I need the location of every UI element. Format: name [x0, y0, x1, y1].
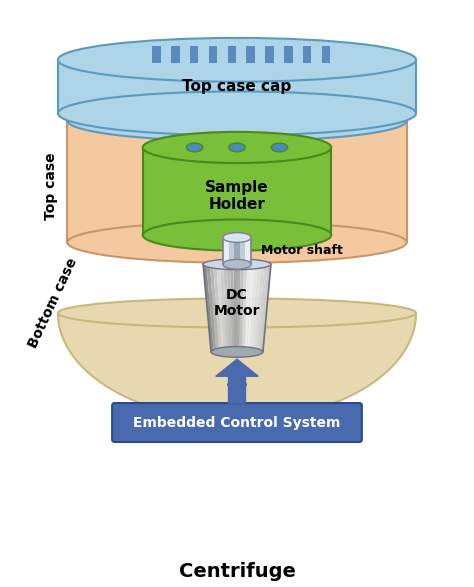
FancyBboxPatch shape	[265, 46, 274, 63]
FancyBboxPatch shape	[228, 238, 234, 264]
Text: Embedded Control System: Embedded Control System	[133, 416, 341, 430]
FancyBboxPatch shape	[143, 147, 331, 235]
FancyBboxPatch shape	[152, 46, 161, 63]
Polygon shape	[234, 264, 237, 352]
Polygon shape	[220, 264, 227, 352]
FancyBboxPatch shape	[284, 46, 292, 63]
Polygon shape	[230, 264, 235, 352]
Polygon shape	[203, 264, 214, 352]
Ellipse shape	[229, 143, 245, 152]
FancyBboxPatch shape	[58, 60, 416, 113]
Ellipse shape	[271, 143, 288, 152]
Text: Sample
Holder: Sample Holder	[205, 180, 269, 212]
Text: Top case: Top case	[44, 153, 58, 220]
FancyBboxPatch shape	[240, 238, 246, 264]
FancyBboxPatch shape	[234, 238, 240, 264]
Polygon shape	[247, 264, 254, 352]
Polygon shape	[207, 264, 216, 352]
Polygon shape	[239, 264, 244, 352]
Polygon shape	[245, 264, 251, 352]
Ellipse shape	[211, 346, 263, 357]
Polygon shape	[217, 264, 224, 352]
Ellipse shape	[143, 220, 331, 251]
Ellipse shape	[58, 298, 416, 328]
Polygon shape	[237, 264, 240, 352]
FancyBboxPatch shape	[246, 46, 255, 63]
Polygon shape	[242, 264, 247, 352]
Ellipse shape	[67, 222, 407, 263]
FancyBboxPatch shape	[246, 238, 251, 264]
Text: Centrifuge: Centrifuge	[179, 562, 295, 581]
FancyBboxPatch shape	[171, 46, 180, 63]
Polygon shape	[58, 313, 416, 420]
Ellipse shape	[67, 100, 407, 141]
Polygon shape	[210, 264, 219, 352]
Polygon shape	[227, 264, 232, 352]
Text: Bottom case: Bottom case	[26, 256, 80, 350]
FancyBboxPatch shape	[322, 46, 330, 63]
Polygon shape	[216, 359, 258, 403]
Polygon shape	[253, 264, 261, 352]
Text: DC
Motor: DC Motor	[214, 288, 260, 318]
Polygon shape	[213, 264, 221, 352]
Ellipse shape	[223, 232, 251, 242]
Ellipse shape	[143, 132, 331, 163]
FancyBboxPatch shape	[303, 46, 311, 63]
Ellipse shape	[58, 38, 416, 82]
Polygon shape	[258, 264, 267, 352]
Text: Top case cap: Top case cap	[182, 79, 292, 94]
Polygon shape	[223, 264, 229, 352]
Ellipse shape	[58, 92, 416, 135]
FancyBboxPatch shape	[112, 403, 362, 442]
FancyBboxPatch shape	[190, 46, 198, 63]
Text: Motor shaft: Motor shaft	[261, 244, 342, 258]
FancyBboxPatch shape	[209, 46, 217, 63]
Polygon shape	[260, 264, 271, 352]
Polygon shape	[250, 264, 257, 352]
Ellipse shape	[203, 259, 271, 269]
FancyBboxPatch shape	[67, 121, 407, 242]
Ellipse shape	[223, 259, 251, 269]
FancyBboxPatch shape	[223, 238, 228, 264]
Ellipse shape	[186, 143, 203, 152]
FancyBboxPatch shape	[228, 46, 236, 63]
Polygon shape	[255, 264, 264, 352]
